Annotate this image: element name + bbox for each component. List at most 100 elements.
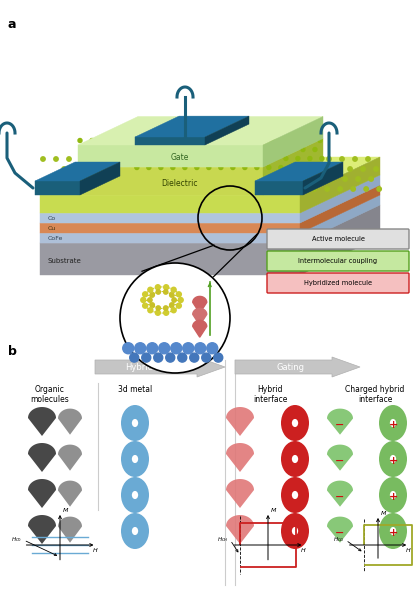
Polygon shape: [40, 157, 380, 195]
Circle shape: [67, 157, 71, 161]
Circle shape: [156, 187, 160, 191]
Circle shape: [231, 167, 235, 171]
Circle shape: [202, 353, 211, 362]
Polygon shape: [235, 357, 360, 377]
Circle shape: [183, 343, 194, 354]
Circle shape: [207, 343, 218, 354]
Ellipse shape: [281, 513, 309, 549]
Circle shape: [104, 187, 108, 191]
Ellipse shape: [292, 455, 298, 463]
Circle shape: [351, 187, 355, 191]
Circle shape: [306, 139, 310, 142]
Text: −: −: [335, 456, 345, 466]
Polygon shape: [193, 320, 207, 337]
Circle shape: [208, 187, 212, 191]
Circle shape: [157, 148, 161, 151]
Circle shape: [140, 157, 144, 160]
Circle shape: [283, 167, 287, 171]
Polygon shape: [95, 357, 225, 377]
Circle shape: [162, 139, 166, 142]
Circle shape: [257, 167, 261, 171]
Circle shape: [109, 177, 113, 181]
Circle shape: [200, 177, 204, 181]
Circle shape: [140, 167, 144, 171]
Ellipse shape: [121, 513, 149, 549]
Circle shape: [163, 306, 168, 310]
Polygon shape: [28, 443, 56, 472]
Polygon shape: [303, 162, 343, 195]
Circle shape: [155, 310, 160, 315]
Ellipse shape: [121, 477, 149, 513]
Text: +: +: [389, 528, 398, 538]
Circle shape: [158, 157, 162, 161]
Ellipse shape: [121, 405, 149, 441]
Circle shape: [278, 177, 282, 181]
Circle shape: [301, 157, 305, 161]
Circle shape: [183, 166, 187, 169]
Text: Hybridization: Hybridization: [125, 362, 181, 371]
Polygon shape: [255, 181, 303, 195]
Ellipse shape: [390, 419, 396, 427]
Polygon shape: [300, 185, 380, 233]
Polygon shape: [193, 308, 207, 325]
Ellipse shape: [281, 441, 309, 477]
Circle shape: [296, 157, 300, 160]
Text: −: −: [335, 528, 345, 538]
Polygon shape: [226, 407, 254, 436]
Circle shape: [356, 177, 360, 181]
Circle shape: [213, 177, 217, 181]
Circle shape: [121, 148, 125, 151]
Polygon shape: [327, 409, 353, 434]
Circle shape: [304, 177, 308, 181]
Ellipse shape: [281, 405, 309, 441]
Circle shape: [152, 157, 156, 160]
Circle shape: [90, 139, 94, 142]
Ellipse shape: [379, 441, 407, 477]
Circle shape: [258, 139, 262, 142]
Text: −: −: [335, 420, 345, 430]
Circle shape: [248, 157, 252, 160]
Polygon shape: [135, 116, 249, 137]
Polygon shape: [58, 445, 82, 470]
Polygon shape: [300, 175, 380, 223]
Text: +: +: [389, 456, 398, 466]
Circle shape: [327, 157, 331, 161]
Circle shape: [122, 177, 126, 181]
Circle shape: [161, 177, 165, 181]
Text: b: b: [8, 345, 17, 358]
Circle shape: [156, 290, 161, 294]
Circle shape: [218, 167, 222, 171]
Circle shape: [143, 187, 147, 191]
Text: Gating: Gating: [277, 362, 305, 371]
Circle shape: [270, 167, 274, 171]
Circle shape: [179, 167, 183, 171]
Circle shape: [221, 187, 225, 191]
Circle shape: [236, 157, 240, 161]
Circle shape: [178, 353, 187, 362]
Circle shape: [246, 139, 250, 142]
Circle shape: [267, 166, 271, 169]
Circle shape: [231, 166, 235, 169]
Ellipse shape: [379, 405, 407, 441]
Polygon shape: [226, 515, 254, 544]
Circle shape: [148, 177, 152, 181]
Circle shape: [193, 148, 197, 151]
Ellipse shape: [132, 527, 138, 535]
Circle shape: [133, 148, 137, 151]
Polygon shape: [40, 175, 380, 213]
Circle shape: [249, 157, 253, 161]
Text: Co: Co: [48, 217, 56, 221]
Circle shape: [114, 139, 118, 142]
Polygon shape: [40, 233, 300, 243]
Polygon shape: [78, 145, 263, 167]
Polygon shape: [28, 515, 56, 544]
Text: Hybridized molecule: Hybridized molecule: [304, 280, 372, 286]
Circle shape: [150, 293, 154, 297]
Circle shape: [197, 157, 201, 161]
Circle shape: [219, 166, 223, 169]
Circle shape: [210, 157, 214, 161]
Circle shape: [182, 187, 186, 191]
Circle shape: [343, 177, 347, 181]
Polygon shape: [263, 139, 323, 195]
Circle shape: [126, 139, 130, 142]
